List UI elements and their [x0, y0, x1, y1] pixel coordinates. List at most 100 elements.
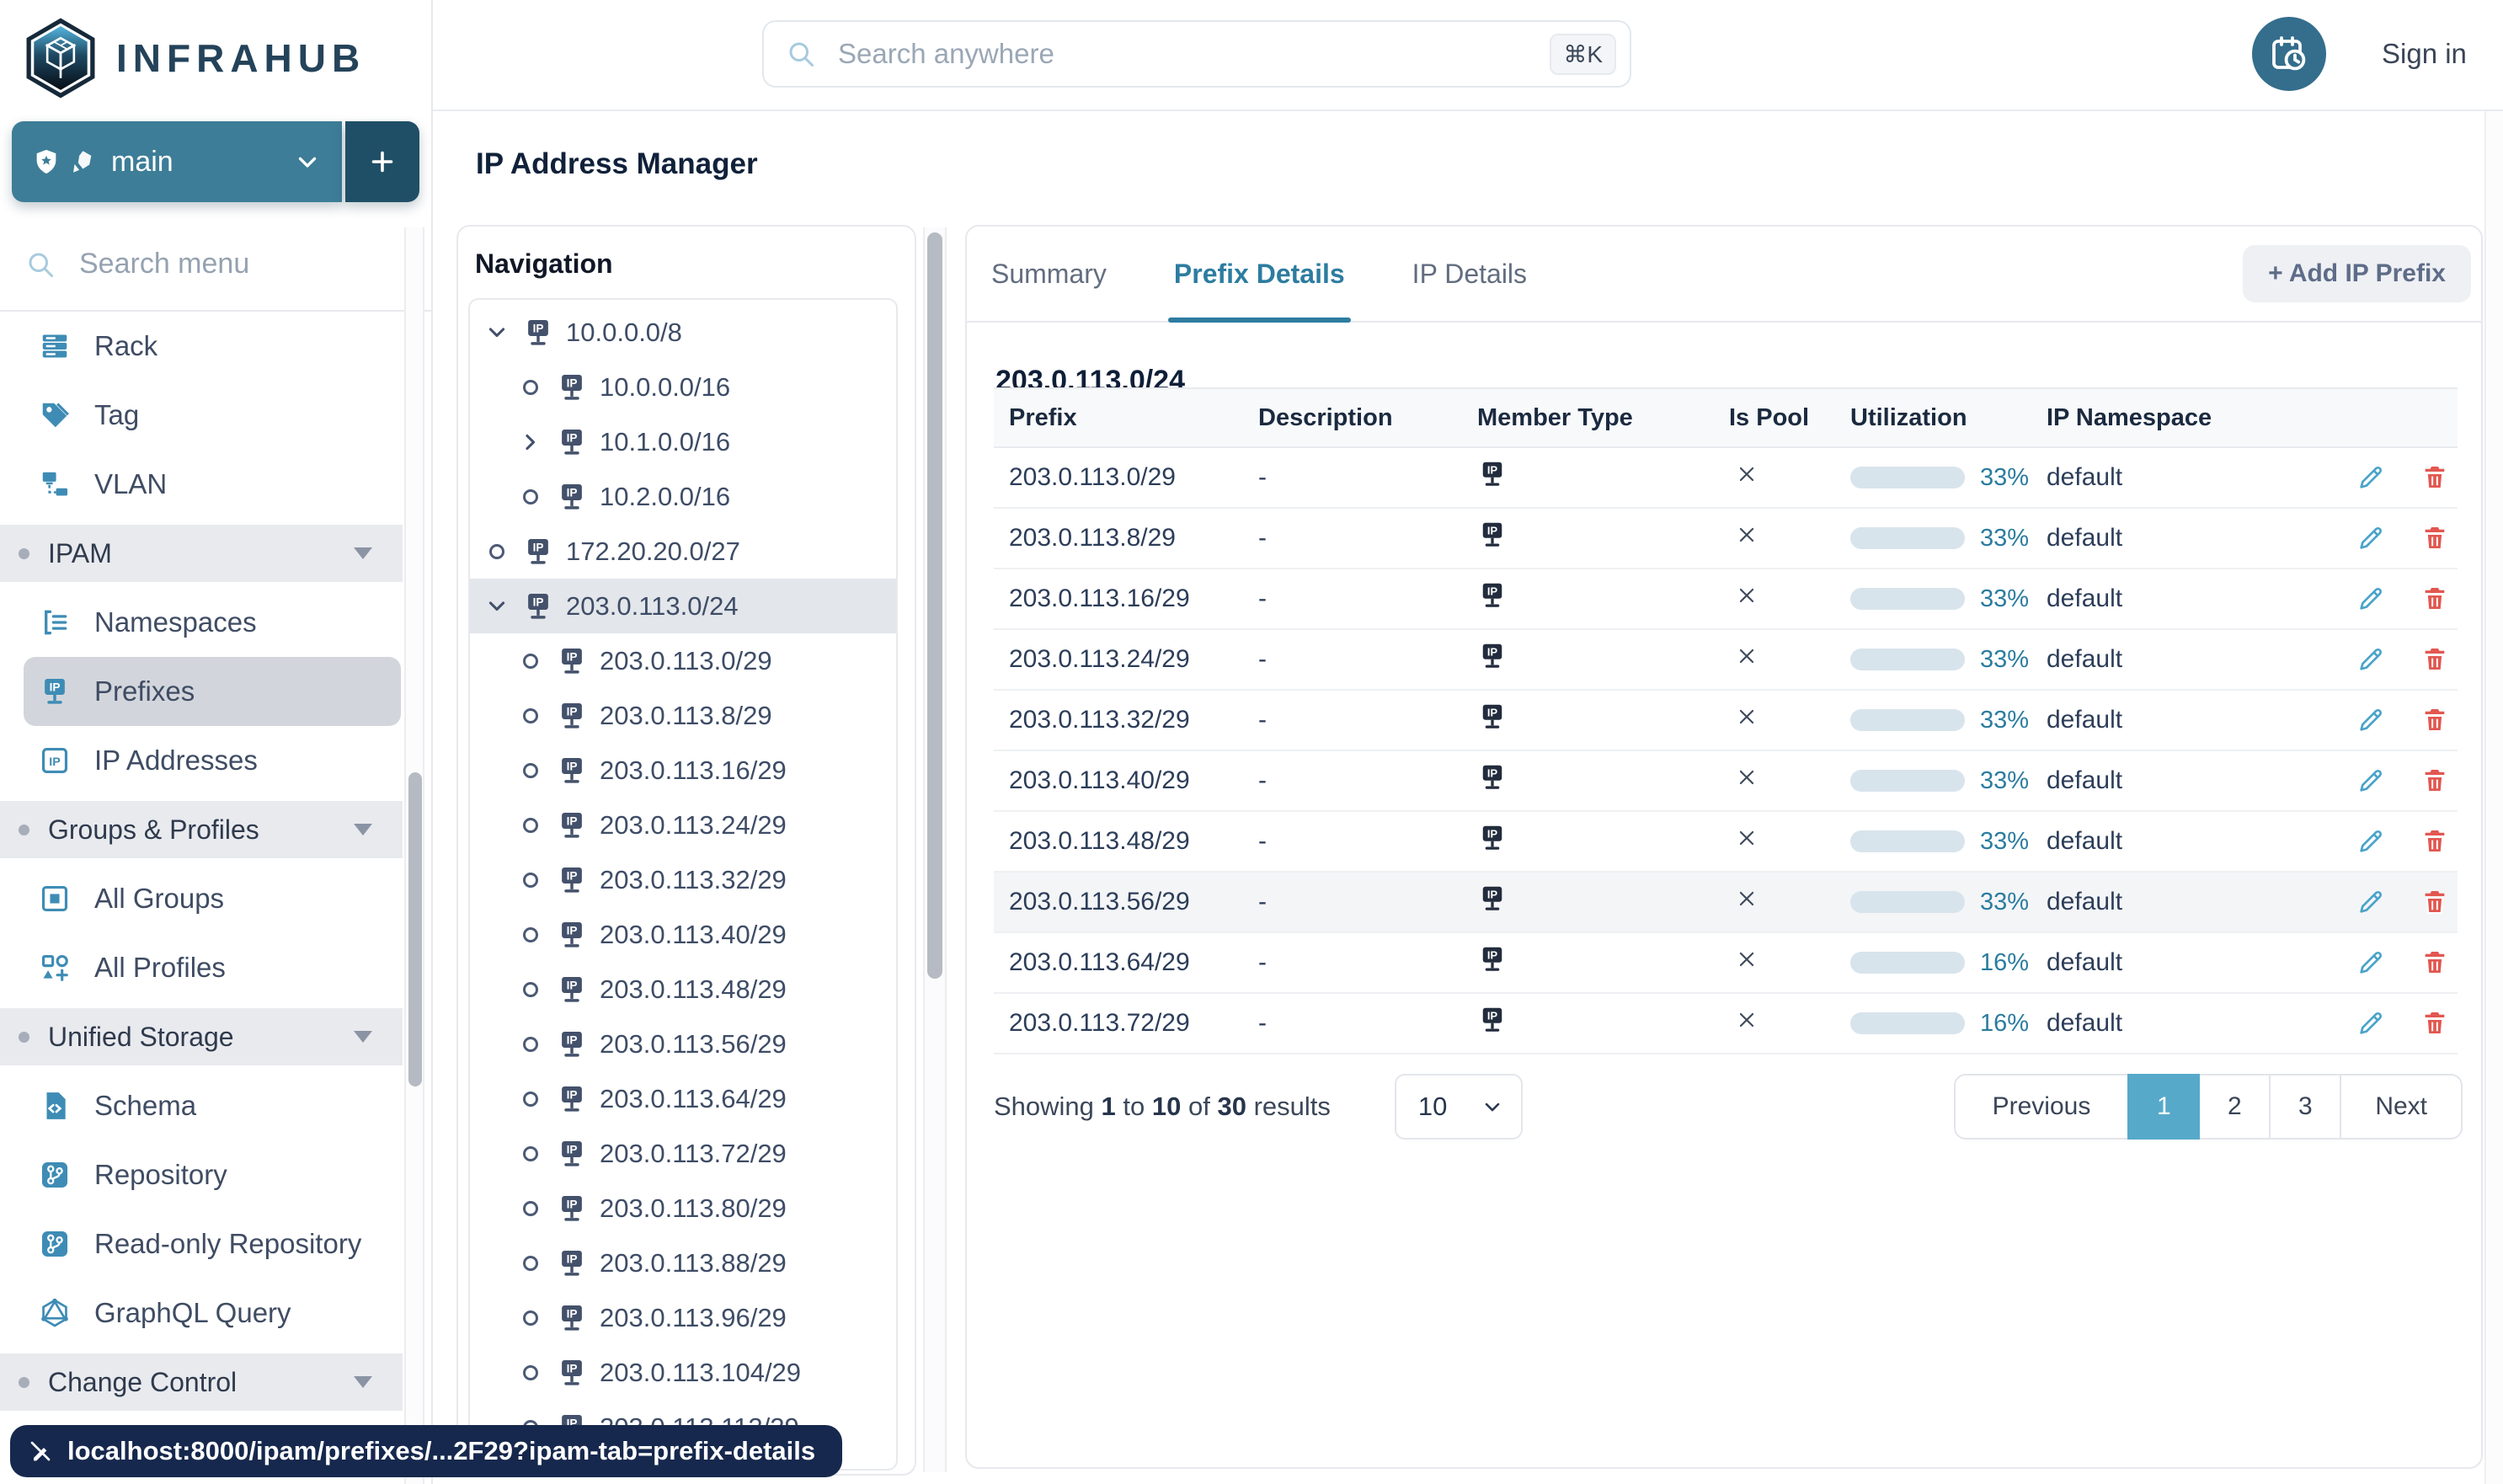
page-button-2[interactable]: 2: [2198, 1074, 2271, 1140]
sidebar-item-repository[interactable]: Repository: [0, 1140, 431, 1209]
edit-button[interactable]: [2356, 524, 2385, 552]
edit-button[interactable]: [2356, 766, 2385, 795]
leaf-circle-icon[interactable]: [519, 1306, 542, 1330]
delete-button[interactable]: [2420, 766, 2449, 795]
leaf-circle-icon[interactable]: [519, 759, 542, 782]
add-ip-prefix-button[interactable]: + Add IP Prefix: [2243, 245, 2471, 302]
global-search-input[interactable]: Search anywhere ⌘K: [762, 20, 1631, 88]
tree-item-203-0-113-24-29[interactable]: IP 203.0.113.24/29: [470, 798, 896, 852]
page-button-3[interactable]: 3: [2269, 1074, 2342, 1140]
delete-button[interactable]: [2420, 524, 2449, 552]
sidebar-item-prefixes[interactable]: IP Prefixes: [24, 657, 401, 726]
sidebar-section-ipam[interactable]: IPAM: [0, 525, 403, 582]
table-row-203-0-113-64-29[interactable]: 203.0.113.64/29 - IP 16% default: [994, 933, 2458, 994]
tree-item-203-0-113-72-29[interactable]: IP 203.0.113.72/29: [470, 1126, 896, 1181]
previous-page-button[interactable]: Previous: [1953, 1074, 2130, 1140]
delete-button[interactable]: [2420, 1009, 2449, 1038]
edit-button[interactable]: [2356, 827, 2385, 856]
schedule-button[interactable]: [2252, 17, 2326, 91]
tree-item-203-0-113-0-24[interactable]: IP 203.0.113.0/24: [470, 579, 896, 633]
leaf-circle-icon[interactable]: [519, 1142, 542, 1166]
sidebar-section-change-control[interactable]: Change Control: [0, 1353, 403, 1411]
sidebar-section-groups-profiles[interactable]: Groups & Profiles: [0, 801, 403, 858]
edit-button[interactable]: [2356, 585, 2385, 613]
delete-button[interactable]: [2420, 585, 2449, 613]
panel-scrollbar[interactable]: [923, 227, 947, 1472]
tree-item-203-0-113-64-29[interactable]: IP 203.0.113.64/29: [470, 1071, 896, 1126]
edit-button[interactable]: [2356, 948, 2385, 977]
leaf-circle-icon[interactable]: [519, 704, 542, 728]
page-button-1[interactable]: 1: [2127, 1074, 2201, 1140]
leaf-circle-icon[interactable]: [485, 540, 509, 563]
edit-button[interactable]: [2356, 1009, 2385, 1038]
next-page-button[interactable]: Next: [2340, 1074, 2463, 1140]
leaf-circle-icon[interactable]: [519, 649, 542, 673]
leaf-circle-icon[interactable]: [519, 376, 542, 399]
leaf-circle-icon[interactable]: [519, 485, 542, 509]
sidebar-section-unified-storage[interactable]: Unified Storage: [0, 1008, 403, 1065]
edit-button[interactable]: [2356, 463, 2385, 492]
edit-button[interactable]: [2356, 706, 2385, 734]
table-row-203-0-113-24-29[interactable]: 203.0.113.24/29 - IP 33% default: [994, 630, 2458, 691]
add-branch-button[interactable]: [345, 121, 419, 202]
chevron-right-icon[interactable]: [519, 430, 542, 454]
tree-item-203-0-113-104-29[interactable]: IP 203.0.113.104/29: [470, 1345, 896, 1400]
sidebar-item-ip-addresses[interactable]: IP IP Addresses: [0, 726, 431, 795]
leaf-circle-icon[interactable]: [519, 1087, 542, 1111]
sidebar-item-all-profiles[interactable]: All Profiles: [0, 933, 431, 1002]
tree-item-203-0-113-0-29[interactable]: IP 203.0.113.0/29: [470, 633, 896, 688]
delete-button[interactable]: [2420, 706, 2449, 734]
tree-item-203-0-113-8-29[interactable]: IP 203.0.113.8/29: [470, 688, 896, 743]
tree-item-203-0-113-32-29[interactable]: IP 203.0.113.32/29: [470, 852, 896, 907]
tree-item-10-1-0-0-16[interactable]: IP 10.1.0.0/16: [470, 414, 896, 469]
tree-item-203-0-113-96-29[interactable]: IP 203.0.113.96/29: [470, 1290, 896, 1345]
tree-item-10-2-0-0-16[interactable]: IP 10.2.0.0/16: [470, 469, 896, 524]
menu-search-input[interactable]: Search menu: [25, 248, 249, 280]
leaf-circle-icon[interactable]: [519, 1252, 542, 1275]
window-scrollbar[interactable]: [2484, 111, 2503, 1484]
tab-summary[interactable]: Summary: [991, 258, 1107, 289]
leaf-circle-icon[interactable]: [519, 923, 542, 947]
branch-selector-main[interactable]: main: [12, 121, 342, 202]
sidebar-item-read-only-repository[interactable]: Read-only Repository: [0, 1209, 431, 1278]
sidebar-item-rack[interactable]: Rack: [0, 312, 431, 381]
edit-button[interactable]: [2356, 645, 2385, 674]
leaf-circle-icon[interactable]: [519, 1033, 542, 1056]
logo-row[interactable]: INFRAHUB: [0, 0, 431, 99]
tree-item-203-0-113-48-29[interactable]: IP 203.0.113.48/29: [470, 962, 896, 1017]
sidebar-item-vlan[interactable]: VLAN: [0, 450, 431, 519]
tree-item-203-0-113-16-29[interactable]: IP 203.0.113.16/29: [470, 743, 896, 798]
sidebar-item-tag[interactable]: Tag: [0, 381, 431, 450]
delete-button[interactable]: [2420, 948, 2449, 977]
delete-button[interactable]: [2420, 645, 2449, 674]
branch-selector[interactable]: main: [12, 121, 419, 202]
edit-button[interactable]: [2356, 888, 2385, 916]
sidebar-scrollbar-thumb[interactable]: [408, 772, 422, 1086]
tree-item-203-0-113-80-29[interactable]: IP 203.0.113.80/29: [470, 1181, 896, 1236]
leaf-circle-icon[interactable]: [519, 1361, 542, 1385]
tree-item-203-0-113-40-29[interactable]: IP 203.0.113.40/29: [470, 907, 896, 962]
tree-item-203-0-113-88-29[interactable]: IP 203.0.113.88/29: [470, 1236, 896, 1290]
page-size-select[interactable]: 10: [1394, 1074, 1523, 1140]
sidebar-item-namespaces[interactable]: Namespaces: [0, 588, 431, 657]
leaf-circle-icon[interactable]: [519, 868, 542, 892]
leaf-circle-icon[interactable]: [519, 978, 542, 1001]
tree-item-203-0-113-56-29[interactable]: IP 203.0.113.56/29: [470, 1017, 896, 1071]
table-row-203-0-113-72-29[interactable]: 203.0.113.72/29 - IP 16% default: [994, 994, 2458, 1054]
tree-item-10-0-0-0-16[interactable]: IP 10.0.0.0/16: [470, 360, 896, 414]
delete-button[interactable]: [2420, 827, 2449, 856]
sidebar-scrollbar[interactable]: [404, 227, 424, 1484]
tab-ip-details[interactable]: IP Details: [1412, 258, 1528, 289]
sidebar-item-schema[interactable]: Schema: [0, 1071, 431, 1140]
sign-in-button[interactable]: Sign in: [2382, 38, 2467, 69]
tab-prefix-details[interactable]: Prefix Details: [1167, 227, 1351, 323]
leaf-circle-icon[interactable]: [519, 1197, 542, 1220]
table-row-203-0-113-56-29[interactable]: 203.0.113.56/29 - IP 33% default: [994, 873, 2458, 933]
table-row-203-0-113-16-29[interactable]: 203.0.113.16/29 - IP 33% default: [994, 569, 2458, 630]
table-row-203-0-113-0-29[interactable]: 203.0.113.0/29 - IP 33% default: [994, 448, 2458, 509]
sidebar-item-all-groups[interactable]: All Groups: [0, 864, 431, 933]
table-row-203-0-113-48-29[interactable]: 203.0.113.48/29 - IP 33% default: [994, 812, 2458, 873]
delete-button[interactable]: [2420, 888, 2449, 916]
sidebar-item-graphql-query[interactable]: GraphQL Query: [0, 1278, 431, 1348]
table-row-203-0-113-32-29[interactable]: 203.0.113.32/29 - IP 33% default: [994, 691, 2458, 751]
